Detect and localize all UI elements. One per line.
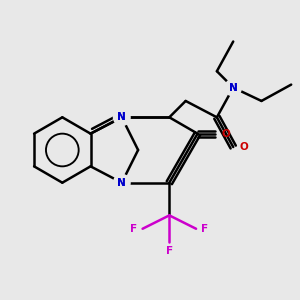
Text: N: N — [117, 112, 126, 122]
Circle shape — [113, 109, 130, 126]
Text: N: N — [117, 178, 126, 188]
Circle shape — [113, 174, 130, 191]
Text: F: F — [166, 246, 173, 256]
Circle shape — [225, 79, 242, 96]
Text: F: F — [130, 224, 137, 234]
Text: N: N — [117, 178, 126, 188]
Text: N: N — [117, 112, 126, 122]
Text: O: O — [221, 129, 230, 139]
Text: N: N — [229, 82, 238, 93]
Text: F: F — [201, 224, 208, 234]
Text: O: O — [239, 142, 248, 152]
Text: N: N — [229, 82, 238, 93]
